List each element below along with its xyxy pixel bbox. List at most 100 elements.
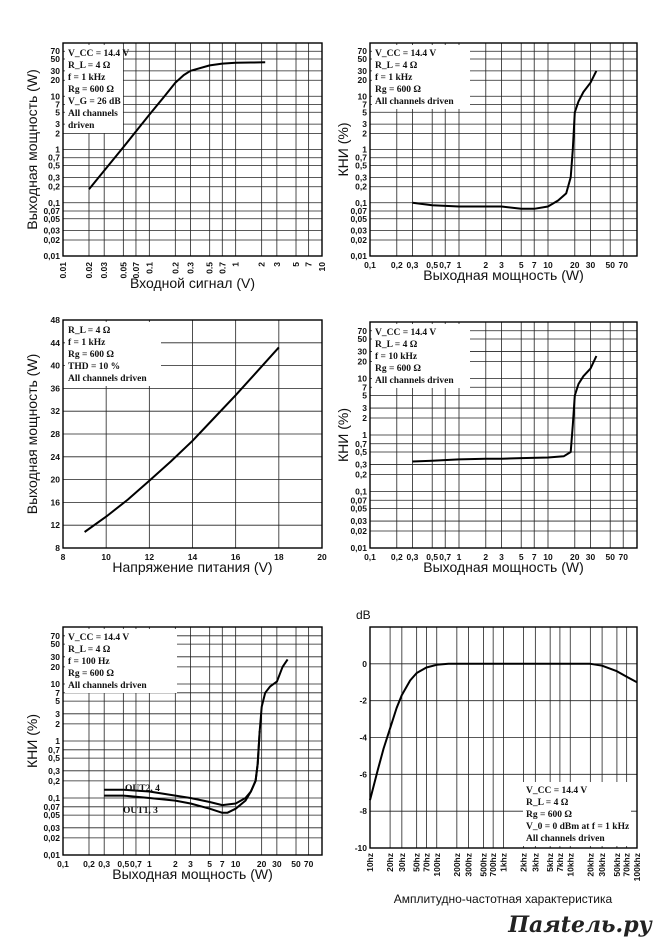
x-tick-label: 0.2 [170, 262, 180, 274]
y-tick-label: 5 [362, 391, 367, 401]
annotation-line: V_CC = 14.4 V [68, 633, 129, 643]
x-tick-label: 0,2 [83, 859, 95, 869]
annotation-line: Rg = 600 Ω [375, 85, 421, 95]
x-tick-label: 700hz [488, 853, 498, 877]
y-tick-label: 5 [55, 696, 60, 706]
y-tick-label: 0,1 [48, 198, 60, 208]
y-tick-label: 20 [51, 75, 61, 85]
series-line [104, 730, 261, 814]
annotation-line: f = 1 kHz [375, 73, 413, 83]
x-tick-label: 1 [457, 552, 462, 562]
y-tick-label: 2 [55, 719, 60, 729]
x-tick-label: 2 [257, 262, 267, 267]
y-tick-label: 2 [362, 413, 367, 423]
chart-3: 8 10 12 14 16 18 20 8 12 16 20 24 28 32 36 40 44 48 Напряж… [24, 315, 327, 575]
series-line [412, 70, 598, 210]
y-tick-label: 0,3 [355, 172, 367, 182]
series-line [88, 61, 266, 190]
y-tick-label: 0,02 [43, 235, 60, 245]
y-tick-label: 50 [358, 54, 368, 64]
y-tick-label: 20 [358, 356, 368, 366]
plot-frame [62, 319, 323, 549]
y-tick-label: 0,7 [48, 153, 60, 163]
y-tick-label: 70 [51, 46, 61, 56]
x-tick-label: 200hz [452, 853, 462, 877]
series-line [369, 662, 638, 801]
x-tick-label: 10 [543, 260, 553, 270]
y-tick-label: 30 [51, 652, 61, 662]
x-tick-label: 70 [618, 552, 628, 562]
x-tick-label: 10khz [565, 853, 575, 877]
x-tick-label: 0,7 [439, 260, 451, 270]
x-tick-label: 30 [586, 260, 596, 270]
y-tick-label: 36 [51, 383, 61, 393]
x-tick-label: 2 [483, 260, 488, 270]
y-tick-label: 70 [358, 46, 368, 56]
y-tick-label: 28 [51, 429, 61, 439]
plot-frame [369, 626, 638, 849]
x-tick-label: 30khz [597, 853, 607, 877]
y-tick-label: 0,01 [43, 850, 60, 860]
annotation-box [65, 629, 177, 693]
x-tick-label: 5 [207, 859, 212, 869]
x-tick-label: 50hz [412, 853, 422, 872]
annotation-line: R_L = 4 Ω [375, 61, 418, 71]
x-tick-label: 3 [499, 260, 504, 270]
y-tick-label: -10 [355, 843, 368, 853]
annotation-line: Rg = 600 Ω [68, 85, 114, 95]
annotation-line: f = 100 Hz [68, 657, 110, 667]
y-tick-label: 0,7 [48, 745, 60, 755]
x-tick-label: 3 [272, 262, 282, 267]
annotation-line: V_CC = 14.4 V [68, 49, 129, 59]
y-tick-label: 44 [51, 338, 61, 348]
y-tick-label: 0,07 [350, 206, 367, 216]
y-tick-label: 20 [358, 75, 368, 85]
x-tick-label: 50 [291, 859, 301, 869]
x-tick-label: 0.1 [144, 262, 154, 274]
y-tick-label: 7 [55, 99, 60, 109]
series-label-out13: OUT1, 3 [123, 806, 158, 816]
annotation-line: f = 10 kHz [375, 352, 418, 362]
x-tick-label: 10 [543, 552, 553, 562]
y-tick-label: 0,5 [48, 161, 60, 171]
y-tick-label: 7 [55, 688, 60, 698]
annotation-line: All channels driven [375, 97, 454, 107]
x-tick-label: 14 [188, 552, 198, 562]
y-tick-label: 1 [55, 145, 60, 155]
x-tick-label: 100khz [632, 853, 642, 881]
x-tick-label: 3khz [530, 853, 540, 872]
x-tick-label: 20hz [385, 853, 395, 872]
y-tick-label: 0,01 [350, 543, 367, 553]
y-tick-label: 0,1 [355, 198, 367, 208]
y-axis-title: Выходная мощность (W) [24, 69, 40, 229]
x-tick-label: 0,3 [98, 859, 110, 869]
x-tick-label: 0.02 [84, 262, 94, 279]
x-tick-label: 10 [317, 262, 327, 272]
x-tick-label: 30 [272, 859, 282, 869]
annotation-line: Rg = 600 Ω [68, 669, 114, 679]
annotation-line: All channels driven [526, 834, 605, 844]
x-tick-label: 30hz [397, 853, 407, 872]
chart-4: 0,1 0,2 0,3 0,5 0,7 1 2 3 5 7 10 20 30 50 700,010,020,… [335, 321, 638, 575]
chart-6: 10hz 20hz 30hz 50hz 70hz 100hz 200hz 300hz 500hz… [355, 608, 642, 881]
y-tick-label: 5 [55, 107, 60, 117]
plot-frame [369, 42, 638, 257]
annotation-line: R_L = 4 Ω [68, 61, 111, 71]
x-axis-title: Выходная мощность (W) [112, 866, 272, 882]
x-tick-label: 2 [483, 552, 488, 562]
y-tick-label: 20 [51, 475, 61, 485]
x-tick-label: 20 [570, 552, 580, 562]
y-axis-title: КНИ (%) [24, 714, 40, 768]
series-line [412, 355, 598, 463]
y-tick-label: 0,05 [350, 214, 367, 224]
y-tick-label: 0,02 [43, 833, 60, 843]
x-tick-label: 0,5 [426, 552, 438, 562]
x-tick-label: 0,2 [391, 260, 403, 270]
x-tick-label: 18 [274, 552, 284, 562]
y-tick-label: -4 [359, 733, 367, 743]
y-tick-label: 16 [51, 497, 61, 507]
y-axis-title: КНИ (%) [335, 123, 351, 177]
x-tick-label: 70 [304, 859, 314, 869]
x-tick-label: 12 [145, 552, 155, 562]
